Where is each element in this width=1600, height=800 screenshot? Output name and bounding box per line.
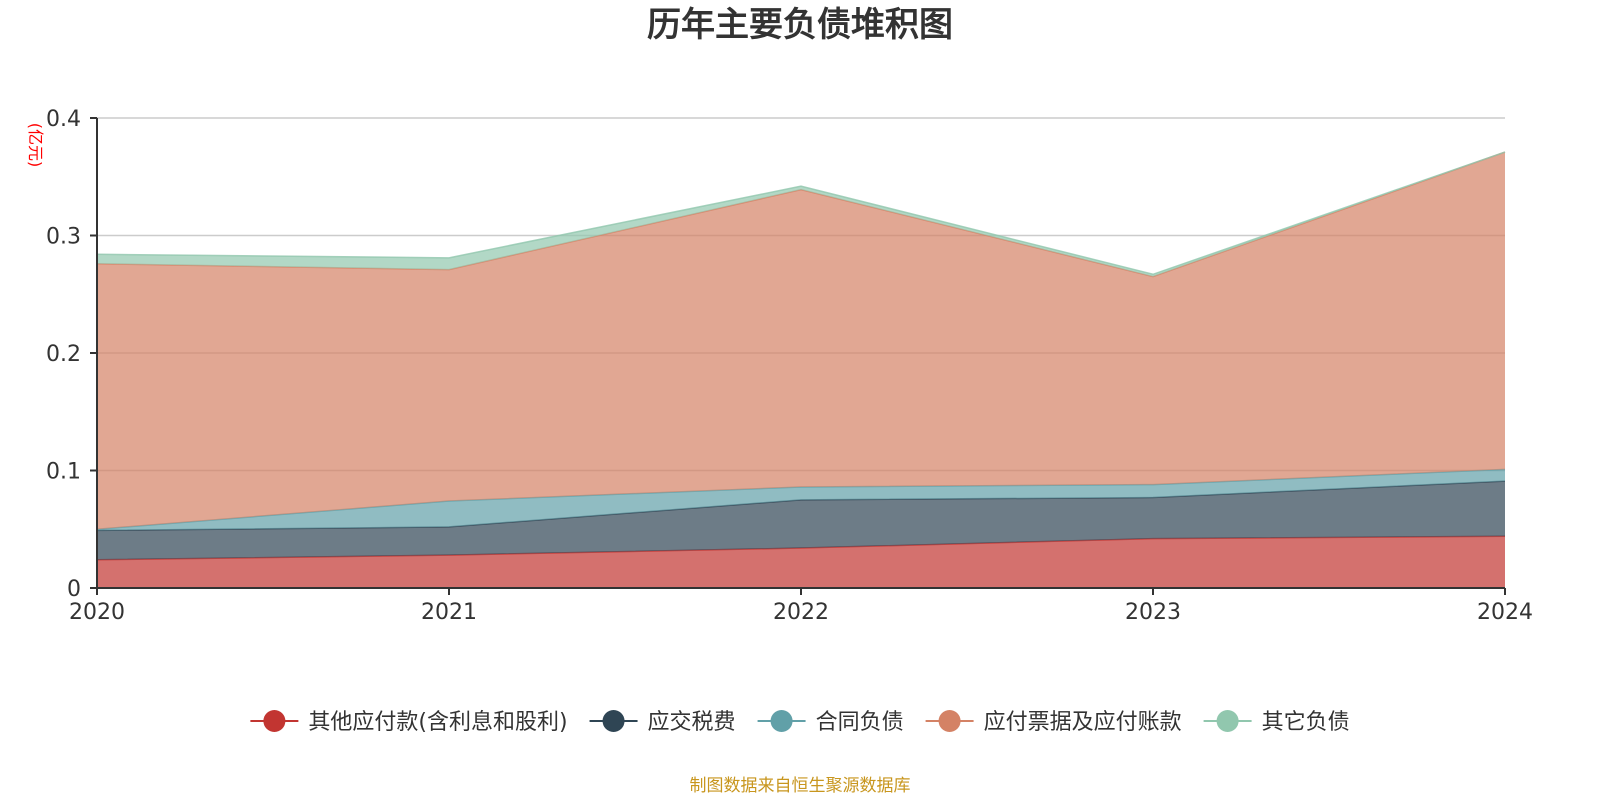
axes: 0 0.1 0.2 0.3 0.4 2020 2021 2022 2023 2024 — [46, 107, 1533, 625]
series-line-4 — [96, 151, 1506, 276]
legend-label: 应付票据及应付账款 — [984, 710, 1182, 735]
stacked-areas — [96, 151, 1506, 588]
legend-label: 其它负债 — [1262, 710, 1350, 735]
y-tick-label: 0.2 — [46, 342, 81, 367]
series-area-1[interactable] — [97, 481, 1505, 560]
legend-item-1[interactable]: 应交税费 — [589, 710, 736, 735]
legend[interactable]: 其他应付款(含利息和股利) 应交税费 合同负债 应付票据及应付账款 其它负债 — [250, 710, 1350, 735]
y-tick-label: 0.3 — [46, 225, 81, 250]
legend-item-2[interactable]: 合同负债 — [757, 710, 904, 735]
legend-item-0[interactable]: 其他应付款(含利息和股利) — [250, 710, 568, 735]
x-tick-label: 2024 — [1477, 600, 1533, 625]
chart-title: 历年主要负债堆积图 — [647, 5, 953, 45]
legend-item-3[interactable]: 应付票据及应付账款 — [925, 710, 1182, 735]
legend-marker — [602, 710, 625, 732]
x-tick-label: 2020 — [69, 600, 125, 625]
series-area-4[interactable] — [97, 152, 1505, 277]
series-area-0[interactable] — [97, 536, 1505, 588]
legend-item-4[interactable]: 其它负债 — [1203, 710, 1350, 735]
y-axis-unit-label: (亿元) — [26, 123, 45, 168]
y-tick-label: 0.1 — [46, 460, 81, 485]
y-tick-label: 0.4 — [46, 107, 81, 132]
series-area-3[interactable] — [97, 152, 1505, 530]
legend-label: 合同负债 — [816, 710, 904, 735]
x-tick-label: 2022 — [773, 600, 829, 625]
legend-marker — [938, 710, 961, 732]
legend-label: 应交税费 — [648, 710, 736, 735]
y-tick-label: 0 — [67, 577, 81, 602]
x-tick-label: 2023 — [1125, 600, 1181, 625]
source-note: 制图数据来自恒生聚源数据库 — [690, 776, 911, 796]
legend-marker — [770, 710, 793, 732]
x-tick-label: 2021 — [421, 600, 477, 625]
legend-label: 其他应付款(含利息和股利) — [308, 710, 567, 735]
legend-marker — [263, 710, 286, 732]
legend-marker — [1216, 710, 1239, 732]
